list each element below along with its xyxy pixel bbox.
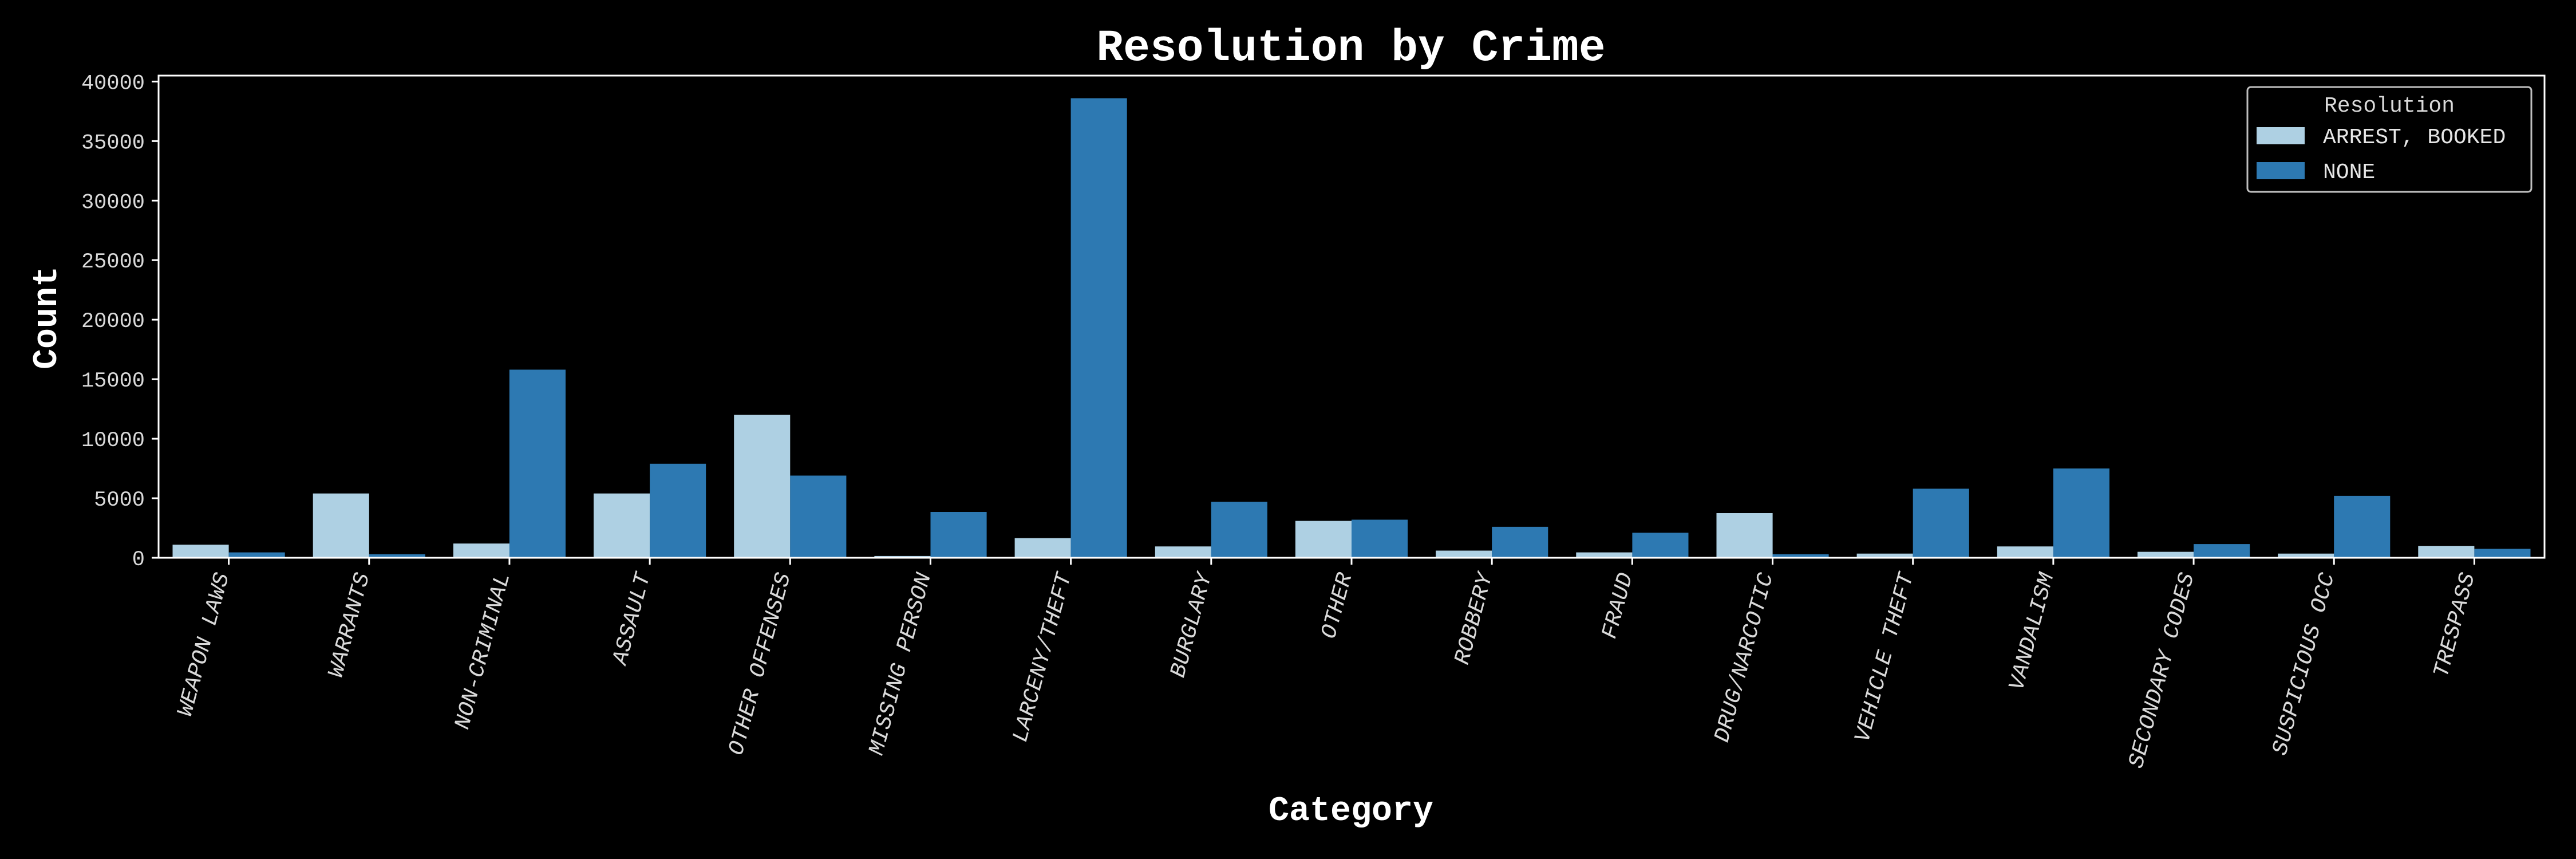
bar-fraud-arrest-booked <box>1576 552 1633 558</box>
legend-label-none: NONE <box>2323 160 2375 185</box>
bar-missing-person-none <box>930 512 987 558</box>
bar-weapon-laws-arrest-booked <box>172 545 229 558</box>
y-tick-label: 20000 <box>81 310 145 334</box>
y-tick-label: 5000 <box>94 488 145 513</box>
bar-robbery-arrest-booked <box>1436 550 1492 558</box>
bar-vehicle-theft-arrest-booked <box>1856 553 1913 558</box>
bar-non-criminal-none <box>509 369 566 558</box>
bar-secondary-codes-none <box>2194 544 2250 558</box>
y-tick-label: 35000 <box>81 131 145 155</box>
bar-drug-narcotic-none <box>1772 554 1829 558</box>
y-axis-label: Count <box>28 266 67 369</box>
y-tick-label: 10000 <box>81 429 145 453</box>
chart-title: Resolution by Crime <box>1096 23 1605 74</box>
bar-larceny-theft-arrest-booked <box>1014 538 1071 558</box>
y-tick-label: 25000 <box>81 250 145 274</box>
y-tick-label: 30000 <box>81 191 145 215</box>
bar-drug-narcotic-arrest-booked <box>1716 513 1773 558</box>
legend-swatch-none <box>2257 162 2305 179</box>
bar-other-offenses-none <box>790 475 847 558</box>
bar-suspicious-occ-none <box>2334 495 2391 558</box>
bar-vandalism-arrest-booked <box>1997 546 2053 558</box>
legend-title: Resolution <box>2324 94 2455 119</box>
bar-other-none <box>1352 519 1408 558</box>
bar-warrants-none <box>369 554 425 558</box>
bar-trespass-arrest-booked <box>2418 546 2475 558</box>
bar-vehicle-theft-none <box>1913 488 1969 558</box>
y-ticks-layer: 0 5000 10000 15000 20000 25000 30000 35000 40000 <box>81 72 159 572</box>
bar-suspicious-occ-arrest-booked <box>2278 553 2334 558</box>
bar-burglary-none <box>1211 502 1267 558</box>
y-tick-label: 15000 <box>81 369 145 393</box>
bar-secondary-codes-arrest-booked <box>2138 551 2194 558</box>
bar-other-offenses-arrest-booked <box>734 415 791 558</box>
bar-weapon-laws-none <box>228 552 285 558</box>
bar-other-arrest-booked <box>1295 521 1352 558</box>
bar-missing-person-arrest-booked <box>874 555 931 558</box>
plot-frame <box>157 74 2546 559</box>
bar-vandalism-none <box>2053 468 2109 558</box>
y-tick-label: 40000 <box>81 72 145 96</box>
bar-non-criminal-arrest-booked <box>453 543 509 558</box>
bar-assault-arrest-booked <box>594 493 650 558</box>
bar-robbery-none <box>1492 526 1548 558</box>
legend-box <box>2246 86 2532 193</box>
bar-larceny-theft-none <box>1070 98 1127 558</box>
legend-swatch-arrest-booked <box>2257 127 2305 144</box>
legend: Resolution ARREST, BOOKED NONE <box>2246 86 2532 193</box>
bars-layer <box>172 98 2531 558</box>
x-axis-label: Category <box>1269 792 1433 831</box>
bar-trespass-none <box>2474 549 2531 558</box>
legend-label-arrest-booked: ARREST, BOOKED <box>2323 125 2506 150</box>
bar-warrants-arrest-booked <box>313 493 369 558</box>
bar-assault-none <box>650 463 706 558</box>
bar-burglary-arrest-booked <box>1155 546 1211 558</box>
bar-fraud-none <box>1632 533 1689 558</box>
y-tick-label: 0 <box>132 548 145 572</box>
